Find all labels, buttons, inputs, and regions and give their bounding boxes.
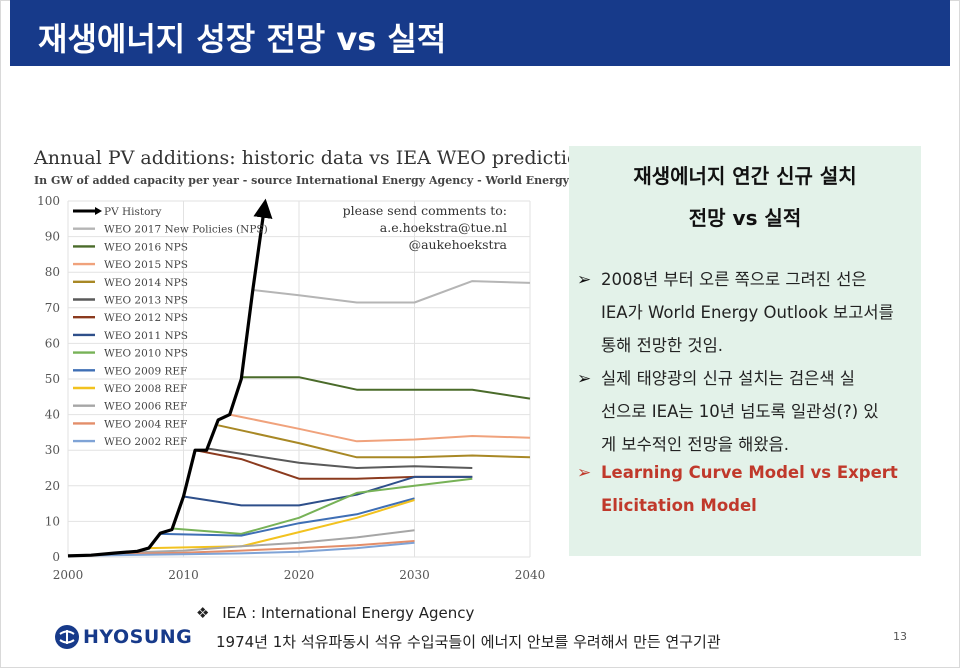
bullet-2-line: 실제 태양광의 신규 설치는 검은색 실 bbox=[601, 369, 855, 388]
title-bar: 재생에너지 성장 전망 vs 실적 bbox=[10, 0, 950, 66]
footnote-diamond-icon: ❖ bbox=[196, 604, 210, 622]
series-line bbox=[160, 497, 415, 537]
legend-label: PV History bbox=[104, 206, 161, 218]
legend-label: WEO 2017 New Policies (NPS) bbox=[104, 224, 268, 236]
legend-label: WEO 2015 NPS bbox=[104, 259, 188, 271]
series-line bbox=[183, 475, 473, 507]
y-tick-label: 0 bbox=[52, 550, 60, 564]
legend-label: WEO 2002 REF bbox=[104, 436, 187, 448]
y-tick-label: 100 bbox=[37, 194, 60, 208]
legend-label: WEO 2010 NPS bbox=[104, 348, 188, 360]
series-line bbox=[194, 449, 473, 480]
x-tick-label: 2020 bbox=[284, 568, 315, 582]
legend-label: WEO 2006 REF bbox=[104, 401, 187, 413]
y-tick-label: 10 bbox=[45, 514, 60, 528]
logo-text: HYOSUNG bbox=[83, 626, 193, 648]
bullet-1-line: 통해 전망한 것임. bbox=[601, 336, 723, 355]
y-tick-label: 60 bbox=[45, 336, 60, 350]
bullet-arrow-icon: ➢ bbox=[577, 463, 592, 483]
x-tick-label: 2010 bbox=[168, 568, 199, 582]
bullet-arrow-icon: ➢ bbox=[577, 369, 592, 389]
chart-area: 0 10 20 30 40 50 60 70 80 90 100 2000 2010 2020 2030 20… bbox=[28, 145, 622, 590]
chart-annotation: @aukehoekstra bbox=[409, 237, 508, 252]
y-tick-label: 20 bbox=[45, 479, 60, 493]
legend-arrow-icon bbox=[95, 207, 102, 215]
series-line bbox=[102, 540, 415, 556]
series-line bbox=[67, 198, 273, 558]
legend-label: WEO 2011 NPS bbox=[104, 330, 188, 342]
legend-label: WEO 2009 REF bbox=[104, 365, 187, 377]
y-tick-label: 70 bbox=[45, 301, 60, 315]
legend-label: WEO 2008 REF bbox=[104, 383, 187, 395]
legend-label: WEO 2013 NPS bbox=[104, 295, 188, 307]
y-tick-label: 30 bbox=[45, 443, 60, 457]
series-line bbox=[252, 280, 531, 304]
chart-annotation: please send comments to: bbox=[343, 203, 507, 218]
bullet-1-text: 2008년 부터 오른 쪽으로 그려진 선은 IEA가 World Energy… bbox=[601, 263, 919, 362]
hyosung-logo-mark-icon bbox=[55, 625, 79, 649]
series-line bbox=[125, 529, 415, 554]
x-tick-label: 2030 bbox=[399, 568, 430, 582]
series-line bbox=[217, 424, 531, 459]
series-line bbox=[229, 413, 531, 443]
legend-label: WEO 2012 NPS bbox=[104, 312, 188, 324]
x-tick-label: 2000 bbox=[53, 568, 84, 582]
footnote-text1: IEA : International Energy Agency bbox=[222, 604, 475, 622]
page-number: 13 bbox=[893, 630, 907, 643]
bullet-2-line: 선으로 IEA는 10년 넘도록 일관성(?) 있 bbox=[601, 402, 879, 421]
summary-panel: 재생에너지 연간 신규 설치 전망 vs 실적 ➢ 2008년 부터 오른 쪽으… bbox=[569, 146, 921, 556]
y-tick-label: 50 bbox=[45, 372, 60, 386]
slide-title: 재생에너지 성장 전망 vs 실적 bbox=[38, 20, 447, 58]
y-tick-label: 80 bbox=[45, 265, 60, 279]
chart-subtitle: In GW of added capacity per year - sourc… bbox=[34, 174, 623, 187]
bullet-2-line: 게 보수적인 전망을 해왔음. bbox=[601, 435, 789, 454]
bullet-3-line: Learning Curve Model vs Expert bbox=[601, 463, 898, 482]
x-tick-label: 2040 bbox=[515, 568, 546, 582]
footnote-line1: ❖ IEA : International Energy Agency bbox=[196, 604, 474, 622]
bullet-3-text: Learning Curve Model vs Expert Elicitati… bbox=[601, 456, 919, 522]
series-line bbox=[241, 376, 531, 400]
legend-label: WEO 2014 NPS bbox=[104, 277, 188, 289]
series-line bbox=[148, 499, 415, 550]
chart-title: Annual PV additions: historic data vs IE… bbox=[34, 147, 601, 169]
series-line bbox=[79, 541, 415, 557]
bullet-1-line: 2008년 부터 오른 쪽으로 그려진 선은 bbox=[601, 270, 867, 289]
y-tick-label: 90 bbox=[45, 230, 60, 244]
hyosung-logo: HYOSUNG bbox=[55, 624, 192, 650]
bullet-arrow-icon: ➢ bbox=[577, 270, 592, 290]
bullet-2-text: 실제 태양광의 신규 설치는 검은색 실 선으로 IEA는 10년 넘도록 일관… bbox=[601, 362, 919, 461]
legend-label: WEO 2016 NPS bbox=[104, 241, 188, 253]
legend-label: WEO 2004 REF bbox=[104, 418, 187, 430]
footnote-line2: 1974년 1차 석유파동시 석유 수입국들이 에너지 안보를 우려해서 만든 … bbox=[216, 633, 721, 651]
chart-annotation: a.e.hoekstra@tue.nl bbox=[380, 220, 507, 235]
panel-heading-line2: 전망 vs 실적 bbox=[688, 206, 802, 230]
bullet-1-line: IEA가 World Energy Outlook 보고서를 bbox=[601, 303, 894, 322]
y-tick-label: 40 bbox=[45, 408, 60, 422]
panel-heading-line1: 재생에너지 연간 신규 설치 bbox=[633, 164, 857, 188]
bullet-3-line: Elicitation Model bbox=[601, 496, 757, 515]
series-line bbox=[171, 477, 473, 535]
series-line bbox=[206, 447, 473, 469]
